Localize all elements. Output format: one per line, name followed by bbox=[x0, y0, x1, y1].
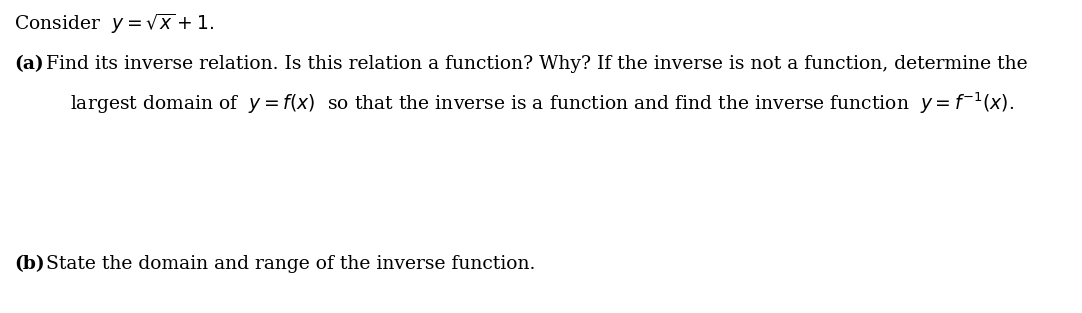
Text: Consider  $y = \sqrt{x}+1.$: Consider $y = \sqrt{x}+1.$ bbox=[14, 12, 214, 36]
Text: (a): (a) bbox=[14, 55, 43, 73]
Text: largest domain of  $y = f(x)$  so that the inverse is a function and find the in: largest domain of $y = f(x)$ so that the… bbox=[70, 90, 1014, 115]
Text: Find its inverse relation. Is this relation a function? Why? If the inverse is n: Find its inverse relation. Is this relat… bbox=[40, 55, 1027, 73]
Text: (b): (b) bbox=[14, 255, 44, 273]
Text: State the domain and range of the inverse function.: State the domain and range of the invers… bbox=[40, 255, 535, 273]
